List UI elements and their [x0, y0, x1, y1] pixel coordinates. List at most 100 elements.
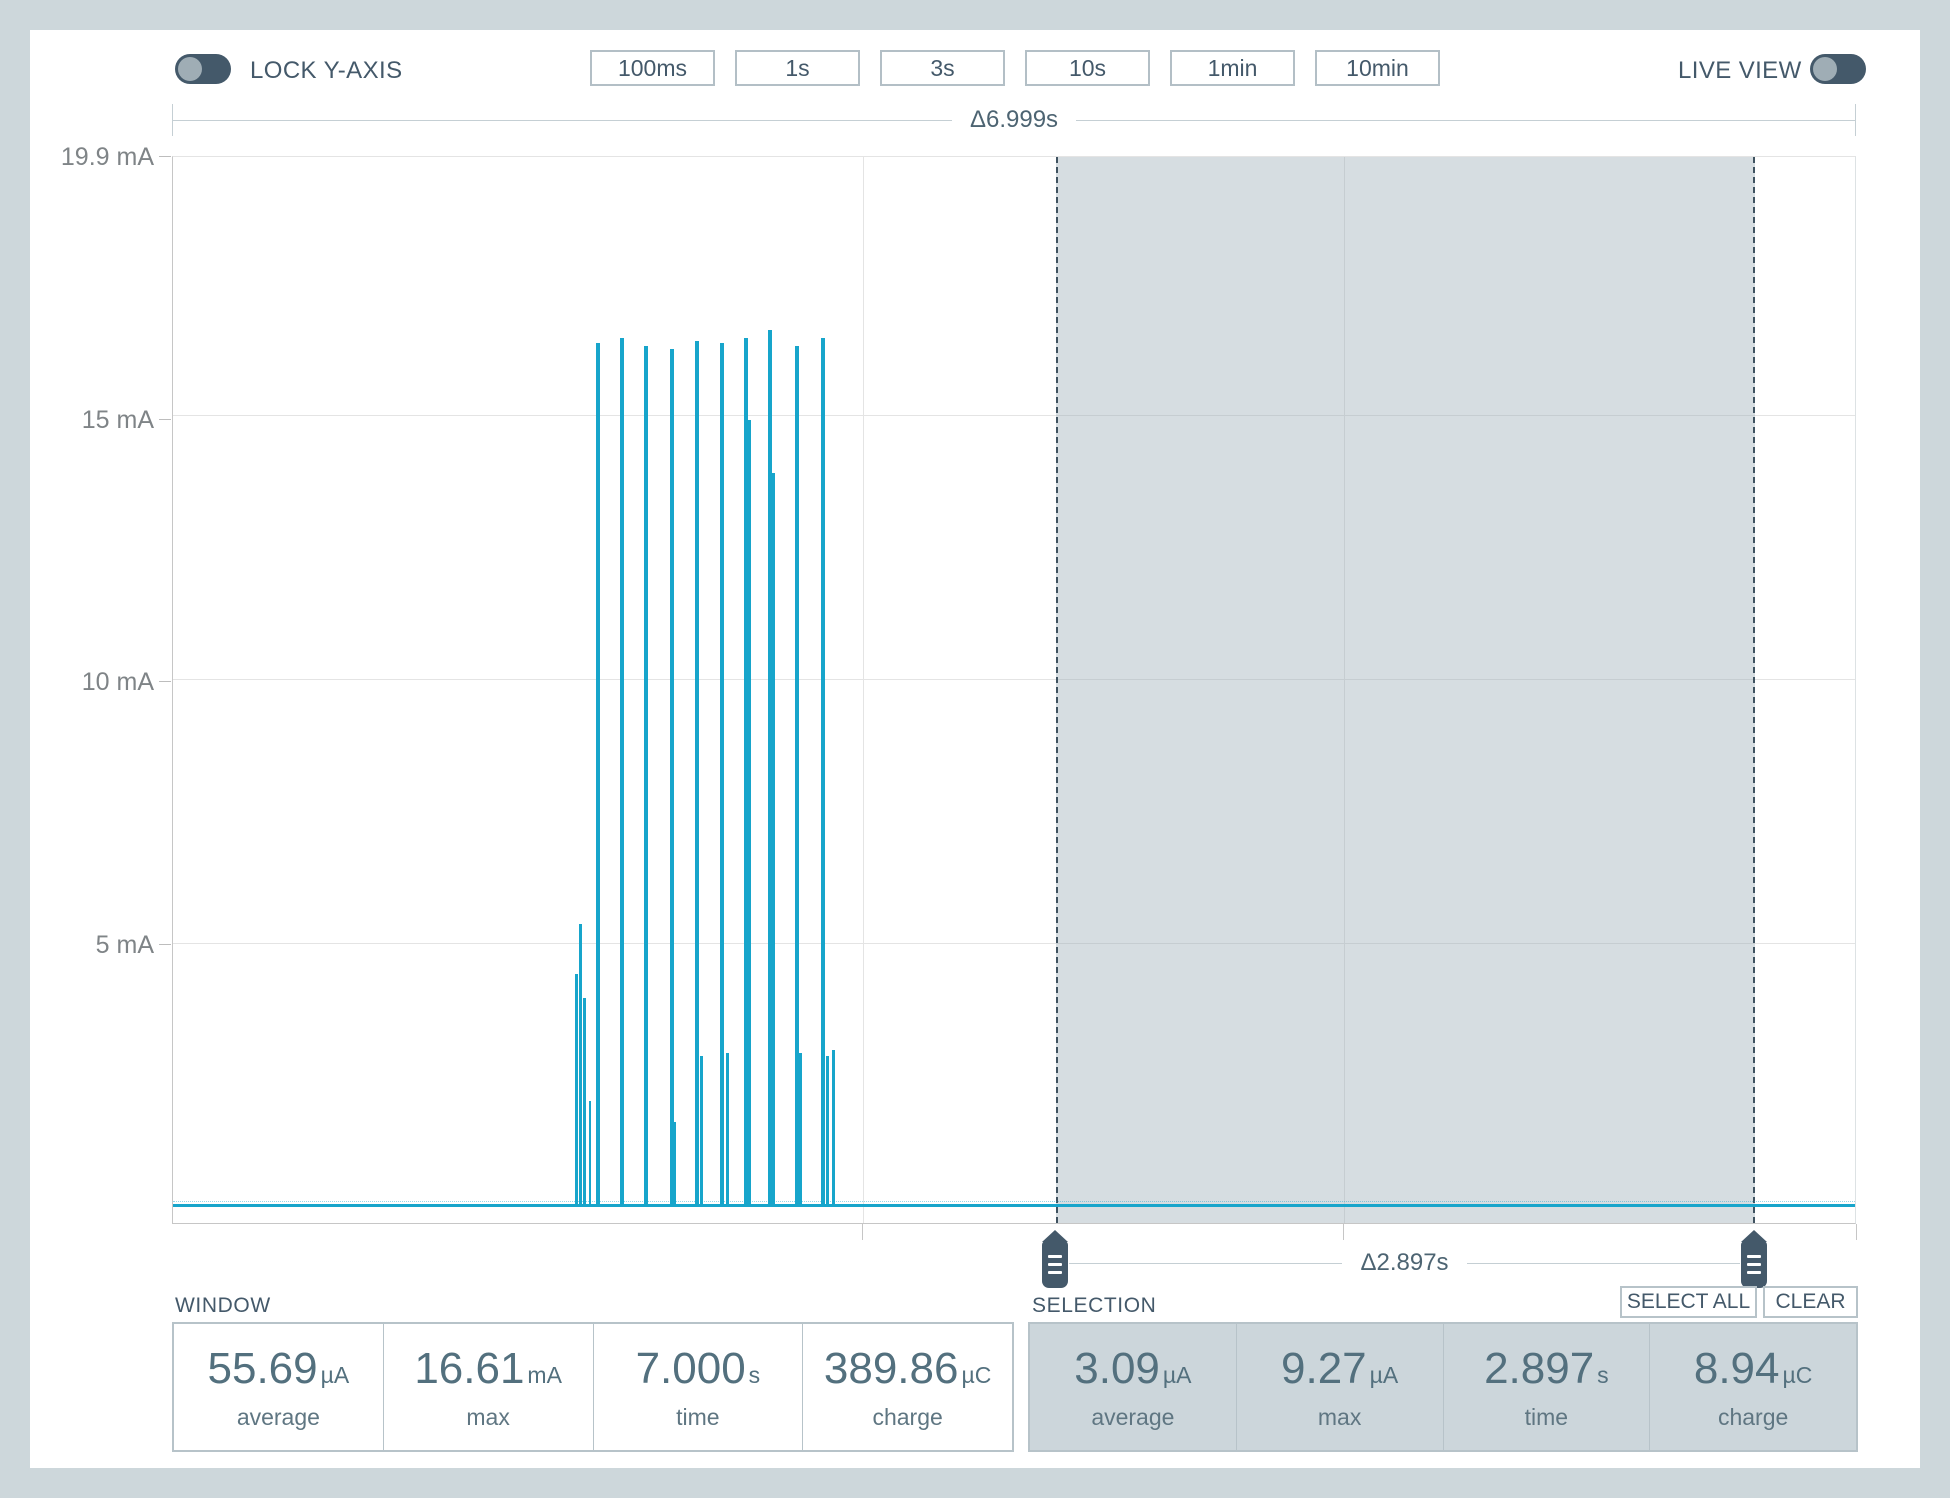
- spike: [832, 1050, 836, 1206]
- window-button-100ms[interactable]: 100ms: [590, 50, 715, 86]
- stat-unit: µA: [320, 1361, 350, 1388]
- window-button-10s[interactable]: 10s: [1025, 50, 1150, 86]
- selection-charge-cell: 8.94 µC charge: [1650, 1324, 1856, 1450]
- stat-label: time: [1524, 1403, 1569, 1430]
- spike: [589, 1100, 591, 1206]
- live-view-label: LIVE VIEW: [1678, 57, 1802, 84]
- stat-value: 8.94: [1693, 1343, 1780, 1393]
- window-section-title: WINDOW: [175, 1294, 271, 1317]
- spike: [795, 346, 800, 1206]
- stat-value: 3.09: [1074, 1343, 1160, 1393]
- window-time-cell: 7.000 s time: [593, 1324, 804, 1450]
- y-axis-tick: [159, 419, 171, 420]
- selection-time-cell: 2.897 s time: [1443, 1324, 1651, 1450]
- spike: [574, 973, 578, 1206]
- selection-section-title: SELECTION: [1032, 1294, 1157, 1317]
- window-average-cell: 55.69 µA average: [174, 1324, 384, 1450]
- y-axis-label-19-9ma: 19.9 mA: [60, 143, 154, 171]
- spike: [821, 338, 826, 1206]
- bracket-right-tick: [1855, 104, 1856, 136]
- gridline-5ma: [173, 943, 1855, 944]
- stat-unit: µA: [1162, 1361, 1192, 1388]
- toggle-knob-icon: [178, 57, 202, 81]
- axis-tick: [862, 1224, 863, 1240]
- y-axis-label-15ma: 15 mA: [81, 406, 154, 434]
- y-axis-tick: [159, 681, 171, 682]
- spike: [771, 472, 775, 1206]
- spike: [595, 343, 600, 1206]
- spike: [583, 997, 587, 1206]
- stat-unit: s: [1597, 1361, 1609, 1388]
- toggle-knob-icon: [1813, 57, 1837, 81]
- spike: [673, 1121, 677, 1206]
- plot-area[interactable]: [172, 156, 1856, 1224]
- select-all-button[interactable]: SELECT ALL: [1620, 1286, 1757, 1318]
- selection-delta-line: Δ2.897s: [1069, 1249, 1740, 1276]
- gridline-10ma: [173, 679, 1855, 680]
- stat-value: 55.69: [207, 1343, 318, 1393]
- spike: [644, 346, 648, 1206]
- window-stats-box: 55.69 µA average 16.61 mA max 7.000 s time …: [172, 1322, 1014, 1452]
- stat-unit: s: [748, 1361, 761, 1388]
- current-trace-baseline: [173, 1201, 1855, 1207]
- clear-button[interactable]: CLEAR: [1763, 1286, 1858, 1318]
- stat-label: time: [676, 1403, 720, 1430]
- axis-tick: [1856, 1224, 1857, 1240]
- axis-tick: [1343, 1224, 1344, 1240]
- selection-max-cell: 9.27 µA max: [1236, 1324, 1444, 1450]
- window-charge-cell: 389.86 µC charge: [803, 1324, 1012, 1450]
- window-delta-bracket: Δ6.999s: [172, 104, 1856, 136]
- spike: [767, 329, 772, 1206]
- stat-value: 16.61: [414, 1343, 525, 1393]
- spike: [670, 348, 674, 1206]
- stat-label: max: [466, 1403, 510, 1430]
- spike: [825, 1055, 829, 1206]
- selection-average-cell: 3.09 µA average: [1030, 1324, 1237, 1450]
- spike: [798, 1053, 802, 1206]
- stat-label: average: [236, 1403, 320, 1430]
- selection-delta-label: Δ2.897s: [1360, 1249, 1449, 1276]
- window-button-10min[interactable]: 10min: [1315, 50, 1440, 86]
- stat-label: charge: [872, 1403, 943, 1430]
- bracket-left-tick: [172, 104, 173, 136]
- spike: [725, 1053, 729, 1206]
- window-max-cell: 16.61 mA max: [383, 1324, 594, 1450]
- spike: [695, 340, 699, 1206]
- window-button-3s[interactable]: 3s: [880, 50, 1005, 86]
- spike: [620, 338, 624, 1206]
- stat-label: average: [1091, 1403, 1175, 1430]
- window-delta-label: Δ6.999s: [969, 106, 1059, 133]
- spike: [747, 419, 751, 1206]
- lock-y-axis-label: LOCK Y-AXIS: [250, 57, 403, 84]
- lock-y-axis-toggle[interactable]: [175, 54, 231, 84]
- window-button-1s[interactable]: 1s: [735, 50, 860, 86]
- stat-unit: µC: [1782, 1361, 1813, 1388]
- spike: [743, 338, 748, 1206]
- stat-unit: mA: [527, 1361, 562, 1388]
- selection-handle-left[interactable]: [1042, 1241, 1068, 1288]
- gridline-15ma: [173, 415, 1855, 416]
- stat-unit: µA: [1369, 1361, 1399, 1388]
- stat-value: 389.86: [823, 1343, 959, 1393]
- selection-handle-right[interactable]: [1741, 1241, 1767, 1288]
- stat-unit: µC: [961, 1361, 992, 1388]
- stat-value: 2.897: [1484, 1343, 1595, 1393]
- y-axis-label-5ma: 5 mA: [95, 931, 154, 959]
- stat-value: 9.27: [1281, 1343, 1367, 1393]
- stat-value: 7.000: [635, 1343, 746, 1393]
- spike: [720, 343, 725, 1206]
- spike: [578, 923, 582, 1206]
- window-button-1min[interactable]: 1min: [1170, 50, 1295, 86]
- gridline-vertical: [1344, 157, 1345, 1223]
- live-view-toggle[interactable]: [1810, 54, 1866, 84]
- selection-region[interactable]: [1056, 157, 1755, 1223]
- selection-stats-box: 3.09 µA average 9.27 µA max 2.897 s time 8.…: [1028, 1322, 1858, 1452]
- stat-label: max: [1317, 1403, 1362, 1430]
- y-axis-tick: [159, 156, 171, 157]
- spike: [699, 1055, 703, 1206]
- gridline-vertical: [863, 157, 864, 1223]
- y-axis-label-10ma: 10 mA: [81, 668, 154, 696]
- window-length-buttons: 100ms 1s 3s 10s 1min 10min: [590, 50, 1440, 86]
- stat-label: charge: [1717, 1403, 1789, 1430]
